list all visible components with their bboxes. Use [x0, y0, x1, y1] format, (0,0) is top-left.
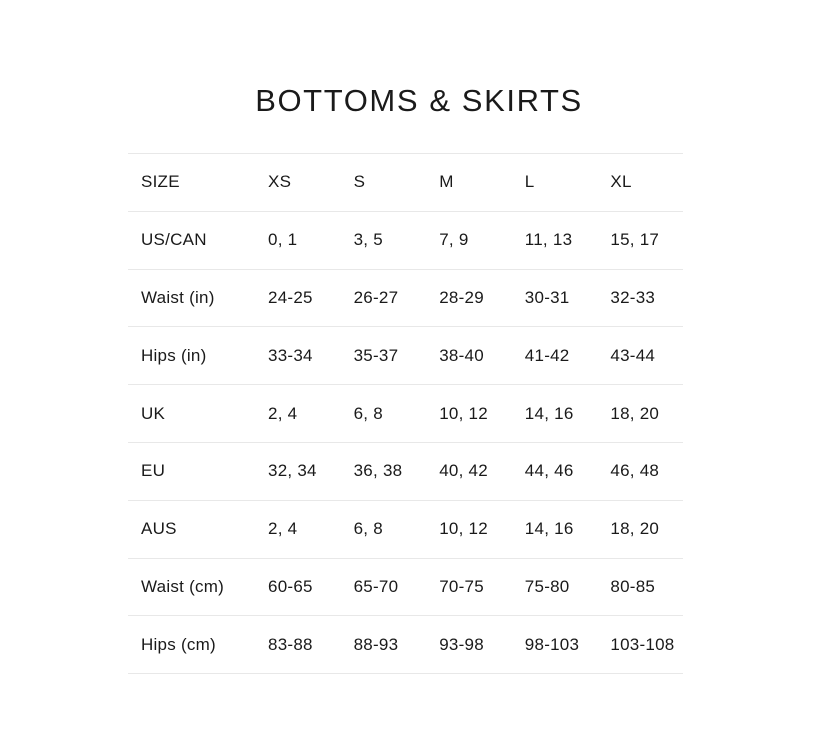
cell-waist-cm-xs: 60-65: [255, 557, 341, 616]
cell-hips-cm-s: 88-93: [340, 615, 427, 675]
cell-waist-in-s: 26-27: [340, 268, 427, 327]
cell-hips-cm-xs: 83-88: [255, 615, 341, 675]
cell-uk-xl: 18, 20: [597, 384, 683, 443]
cell-eu-m: 40, 42: [426, 441, 512, 501]
cell-uk-m: 10, 12: [426, 384, 512, 443]
cell-aus-xl: 18, 20: [597, 499, 683, 559]
cell-us-can-m: 7, 9: [426, 210, 512, 270]
cell-aus-l: 14, 16: [511, 499, 598, 559]
column-header-s: S: [340, 153, 427, 212]
cell-uk-s: 6, 8: [340, 384, 427, 443]
cell-hips-cm-l: 98-103: [511, 615, 598, 675]
row-label-hips-in: Hips (in): [128, 326, 255, 385]
size-chart-table: SIZE XS S M L XL US/CAN 0, 1 3, 5 7, 9 1…: [128, 153, 683, 675]
table-row: Hips (cm) 83-88 88-93 93-98 98-103 103-1…: [128, 615, 683, 675]
page-title: BOTTOMS & SKIRTS: [255, 82, 583, 118]
cell-aus-m: 10, 12: [426, 499, 512, 559]
row-label-us-can: US/CAN: [128, 210, 255, 270]
table-row: Waist (in) 24-25 26-27 28-29 30-31 32-33: [128, 268, 683, 327]
column-header-m: M: [426, 153, 512, 212]
row-label-hips-cm: Hips (cm): [128, 615, 255, 675]
column-header-l: L: [511, 153, 598, 212]
table-row: Hips (in) 33-34 35-37 38-40 41-42 43-44: [128, 326, 683, 385]
row-label-waist-in: Waist (in): [128, 268, 255, 327]
cell-uk-xs: 2, 4: [255, 384, 341, 443]
cell-aus-xs: 2, 4: [255, 499, 341, 559]
column-header-xl: XL: [597, 153, 683, 212]
cell-aus-s: 6, 8: [340, 499, 427, 559]
cell-waist-in-l: 30-31: [511, 268, 598, 327]
row-label-aus: AUS: [128, 499, 255, 559]
cell-waist-cm-xl: 80-85: [597, 557, 683, 616]
cell-eu-xs: 32, 34: [255, 441, 341, 501]
cell-waist-in-xs: 24-25: [255, 268, 341, 327]
cell-waist-cm-m: 70-75: [426, 557, 512, 616]
cell-eu-xl: 46, 48: [597, 441, 683, 501]
cell-us-can-l: 11, 13: [511, 210, 598, 270]
table-header: SIZE XS S M L XL: [128, 153, 683, 212]
cell-hips-cm-xl: 103-108: [597, 615, 683, 675]
table-row: UK 2, 4 6, 8 10, 12 14, 16 18, 20: [128, 384, 683, 443]
row-label-waist-cm: Waist (cm): [128, 557, 255, 616]
cell-hips-in-xl: 43-44: [597, 326, 683, 385]
column-header-size: SIZE: [128, 153, 255, 212]
cell-hips-in-s: 35-37: [340, 326, 427, 385]
row-label-eu: EU: [128, 441, 255, 501]
size-chart-table-container: SIZE XS S M L XL US/CAN 0, 1 3, 5 7, 9 1…: [128, 153, 683, 675]
table-row: US/CAN 0, 1 3, 5 7, 9 11, 13 15, 17: [128, 210, 683, 270]
cell-waist-cm-l: 75-80: [511, 557, 598, 616]
table-body: US/CAN 0, 1 3, 5 7, 9 11, 13 15, 17 Wais…: [128, 210, 683, 675]
cell-us-can-s: 3, 5: [340, 210, 427, 270]
cell-eu-s: 36, 38: [340, 441, 427, 501]
table-row: Waist (cm) 60-65 65-70 70-75 75-80 80-85: [128, 557, 683, 616]
cell-hips-in-xs: 33-34: [255, 326, 341, 385]
table-row: AUS 2, 4 6, 8 10, 12 14, 16 18, 20: [128, 499, 683, 559]
cell-waist-cm-s: 65-70: [340, 557, 427, 616]
cell-waist-in-xl: 32-33: [597, 268, 683, 327]
table-row: EU 32, 34 36, 38 40, 42 44, 46 46, 48: [128, 441, 683, 501]
column-header-xs: XS: [255, 153, 341, 212]
cell-uk-l: 14, 16: [511, 384, 598, 443]
cell-hips-in-m: 38-40: [426, 326, 512, 385]
cell-hips-cm-m: 93-98: [426, 615, 512, 675]
cell-waist-in-m: 28-29: [426, 268, 512, 327]
cell-us-can-xl: 15, 17: [597, 210, 683, 270]
cell-hips-in-l: 41-42: [511, 326, 598, 385]
row-label-uk: UK: [128, 384, 255, 443]
cell-us-can-xs: 0, 1: [255, 210, 341, 270]
table-header-row: SIZE XS S M L XL: [128, 153, 683, 212]
cell-eu-l: 44, 46: [511, 441, 598, 501]
